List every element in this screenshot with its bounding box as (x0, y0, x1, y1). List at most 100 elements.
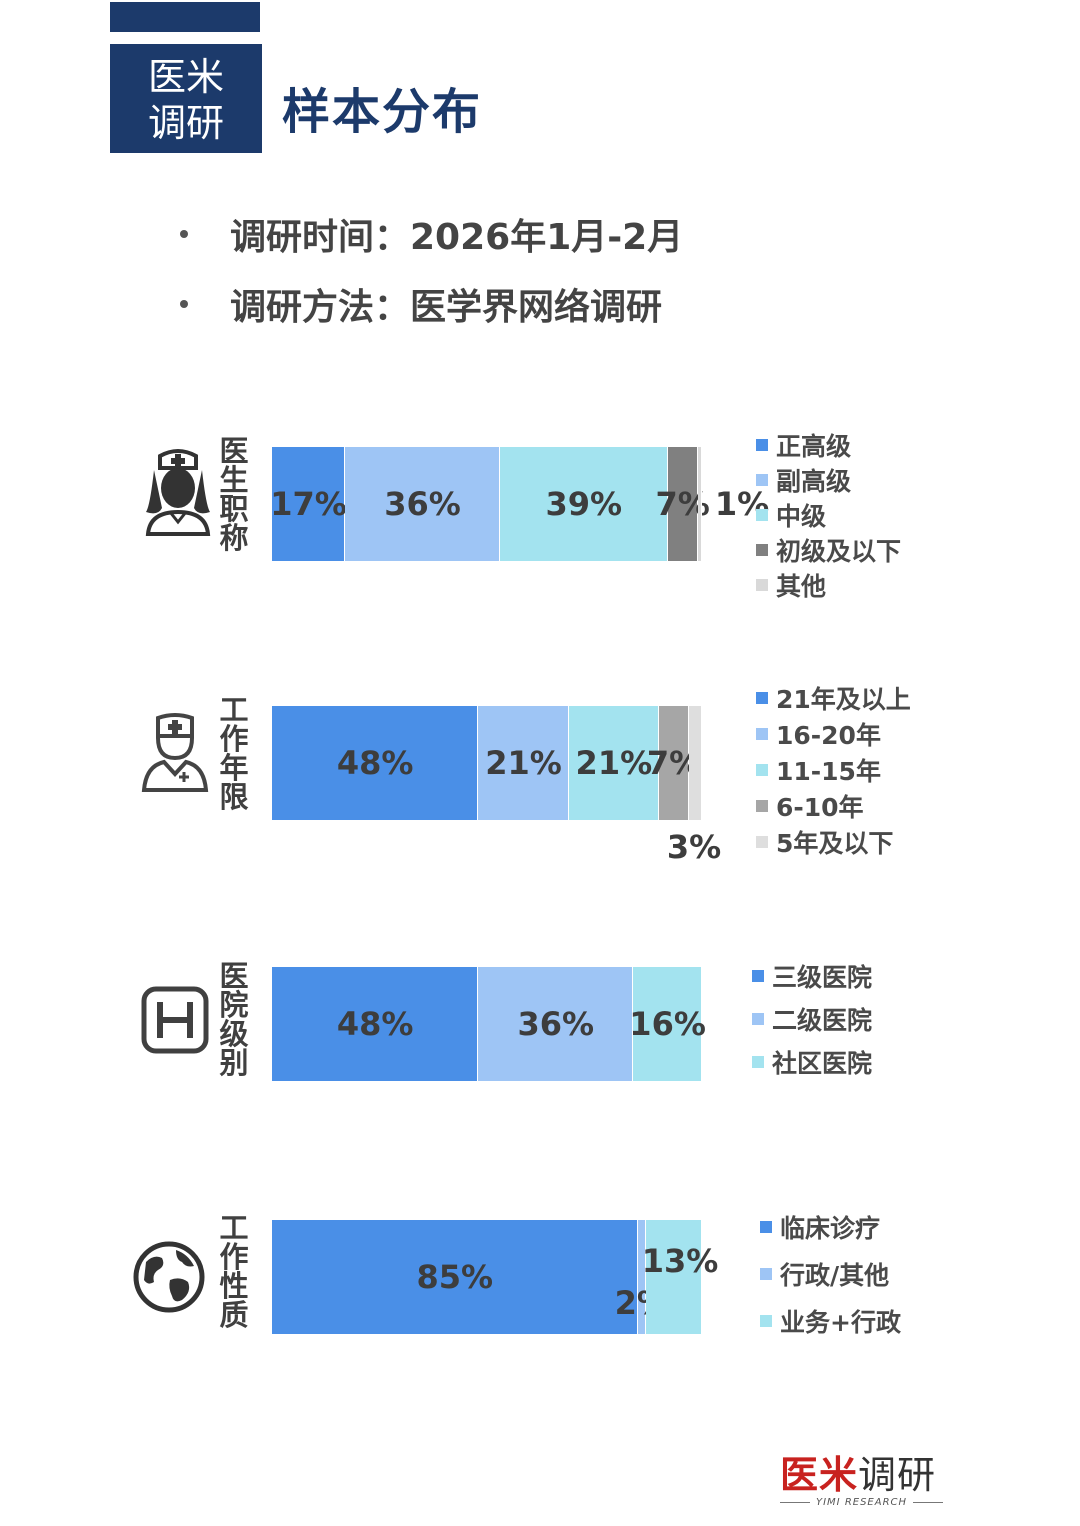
legend-swatch (756, 438, 768, 451)
legend-item: 6-10年 (756, 788, 911, 824)
bar-value-label: 21% (575, 744, 653, 782)
bar-value-label: 3% (666, 828, 722, 866)
bar-segment (689, 706, 702, 820)
hospital-icon (141, 986, 209, 1054)
legend-label: 6-10年 (776, 793, 864, 822)
legend-label: 中级 (776, 501, 827, 531)
legend-title: 正高级副高级中级初级及以下其他 (756, 427, 901, 602)
legend-item: 初级及以下 (756, 532, 901, 567)
bar-segment (478, 967, 634, 1081)
bar-value-label: 39% (545, 485, 623, 523)
legend-swatch (756, 764, 768, 776)
legend-swatch (756, 728, 768, 740)
legend-swatch (752, 969, 764, 982)
legend-swatch (756, 578, 768, 591)
legend-item: 16-20年 (756, 716, 911, 752)
bar-segment (659, 706, 690, 820)
stacked-bar-years: 48% 21% 21% 7% 3% (272, 706, 742, 866)
legend-label: 行政/其他 (780, 1260, 890, 1290)
page-title: 样本分布 (282, 84, 483, 140)
doctor-icon (141, 713, 209, 792)
legend-swatch (756, 508, 768, 521)
legend-nature: 临床诊疗行政/其他业务+行政 (760, 1203, 901, 1344)
bar-segment (272, 1220, 638, 1334)
category-label-years: 工作年限 (219, 693, 249, 814)
nurse-icon (145, 449, 211, 536)
footer-logo-sub-text: YIMI RESEARCH (816, 1497, 908, 1508)
bar-segment (697, 447, 702, 561)
survey-method-item: 调研方法：医学界网络调研 (180, 278, 662, 330)
legend-item: 其他 (756, 567, 901, 602)
stacked-bar-hospital: 48% 36% 16% (272, 967, 742, 1081)
legend-label: 副高级 (776, 466, 852, 496)
legend-swatch (760, 1314, 772, 1327)
bar-segment (272, 706, 479, 820)
bar-value-label: 85% (416, 1258, 494, 1296)
legend-swatch (760, 1220, 772, 1233)
bar-segment (478, 706, 569, 820)
bar-value-label: 36% (384, 485, 461, 523)
stacked-bar-nature: 85% 2% 13% (272, 1220, 742, 1334)
bar-segment (646, 1220, 702, 1334)
legend-label: 初级及以下 (776, 536, 902, 566)
bar-value-label: 48% (336, 744, 414, 782)
bar-value-label: 13% (641, 1242, 719, 1280)
legend-swatch (756, 543, 768, 556)
legend-swatch (756, 800, 768, 812)
survey-time-text: 调研时间：2026年1月-2月 (230, 217, 684, 258)
legend-label: 21年及以上 (776, 685, 911, 714)
footer-logo: 医米调研 YIMI RESEARCH (780, 1444, 944, 1508)
survey-method-text: 调研方法：医学界网络调研 (230, 287, 663, 328)
legend-item: 副高级 (756, 462, 901, 497)
legend-years: 21年及以上 16-20年 11-15年 6-10年 5年及以下 (756, 680, 911, 860)
legend-item: 社区医院 (752, 1040, 872, 1083)
legend-label: 社区医院 (772, 1048, 873, 1078)
legend-item: 11-15年 (756, 752, 911, 788)
legend-label: 16-20年 (776, 721, 881, 750)
legend-swatch (752, 1012, 764, 1025)
legend-label: 临床诊疗 (780, 1213, 881, 1243)
category-label-hospital: 医院级别 (219, 959, 249, 1080)
legend-label: 业务+行政 (780, 1307, 901, 1337)
footer-logo-sub: YIMI RESEARCH (780, 1497, 944, 1508)
bar-segment (272, 447, 346, 561)
legend-item: 正高级 (756, 427, 901, 462)
legend-item: 三级医院 (752, 954, 872, 997)
bar-segment (667, 447, 698, 561)
brand-line-2: 调研 (148, 101, 225, 145)
survey-time-item: 调研时间：2026年1月-2月 (180, 208, 683, 260)
legend-swatch (756, 473, 768, 486)
bar-value-label: 48% (336, 1005, 414, 1043)
legend-label: 5年及以下 (776, 829, 894, 858)
bar-segment (345, 447, 500, 561)
legend-label: 二级医院 (772, 1005, 873, 1035)
bar-segment (499, 447, 668, 561)
legend-label: 11-15年 (776, 757, 881, 786)
brand-line-1: 医米 (148, 55, 225, 99)
globe-icon (133, 1241, 205, 1313)
header-accent-strip (110, 2, 260, 32)
footer-logo-red: 医米 (780, 1452, 859, 1497)
category-label-title: 医生职称 (219, 434, 249, 555)
bullet-dot (180, 230, 188, 238)
legend-item: 中级 (756, 497, 901, 532)
footer-logo-dark: 调研 (858, 1453, 937, 1497)
category-label-nature: 工作性质 (219, 1211, 249, 1332)
legend-label: 三级医院 (772, 962, 873, 992)
legend-item: 行政/其他 (760, 1250, 901, 1297)
bar-segment (568, 706, 659, 820)
legend-item: 临床诊疗 (760, 1203, 901, 1250)
legend-item: 21年及以上 (756, 680, 911, 716)
legend-label: 正高级 (776, 431, 852, 461)
bar-value-label: 16% (629, 1005, 706, 1043)
stacked-bar-title: 17% 36% 39% 7% 1% (270, 447, 769, 561)
legend-swatch (756, 836, 768, 848)
legend-item: 5年及以下 (756, 824, 911, 860)
bar-value-label: 36% (517, 1005, 595, 1043)
legend-item: 二级医院 (752, 997, 872, 1040)
legend-swatch (760, 1267, 772, 1280)
bar-segment (272, 967, 479, 1081)
legend-label: 其他 (776, 571, 827, 601)
bar-value-label: 17% (270, 485, 347, 523)
legend-swatch (756, 692, 768, 704)
